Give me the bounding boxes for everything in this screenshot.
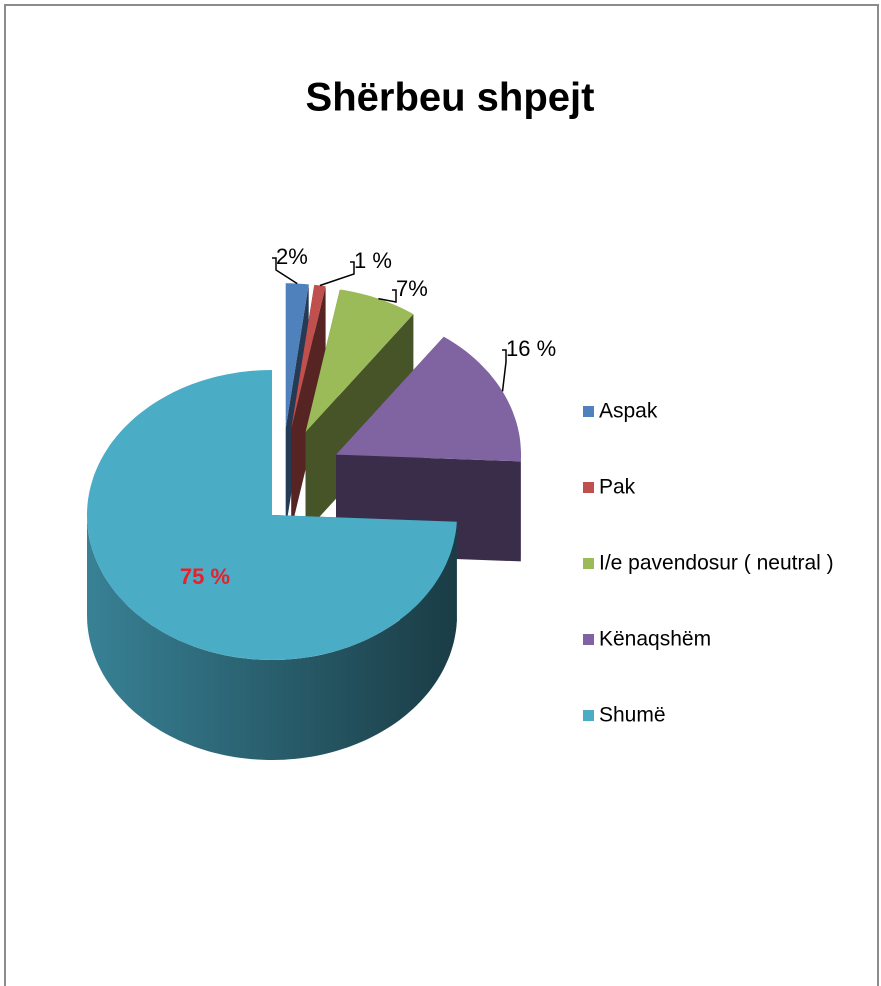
legend-swatch xyxy=(583,710,594,721)
legend-text: Aspak xyxy=(599,400,658,423)
slice xyxy=(305,289,414,432)
value-label: 16 % xyxy=(506,336,556,361)
legend-text: Kënaqshëm xyxy=(599,628,711,651)
slice-side xyxy=(305,314,414,532)
legend-text: I/e pavendosur ( neutral ) xyxy=(599,552,834,575)
leader-line xyxy=(501,349,507,392)
leader-line xyxy=(272,257,298,285)
legend-swatch xyxy=(583,482,594,493)
slice-wall xyxy=(87,515,457,760)
value-label: 75 % xyxy=(180,564,230,589)
legend-swatch xyxy=(583,406,594,417)
leader-line xyxy=(319,261,355,287)
legend-swatch xyxy=(583,634,594,645)
legend-swatch xyxy=(583,558,594,569)
slice xyxy=(87,370,457,660)
slice-side xyxy=(291,286,326,529)
legend-text: Pak xyxy=(599,476,636,499)
slice xyxy=(285,283,309,429)
slice xyxy=(336,336,521,462)
legend-text: Shumë xyxy=(599,704,666,727)
leader-line xyxy=(378,289,397,303)
value-label: 7% xyxy=(396,276,428,301)
value-label: 2% xyxy=(276,244,308,269)
slice xyxy=(291,284,326,429)
chart-title: Shërbeu shpejt xyxy=(306,76,595,120)
value-label: 1 % xyxy=(354,248,392,273)
